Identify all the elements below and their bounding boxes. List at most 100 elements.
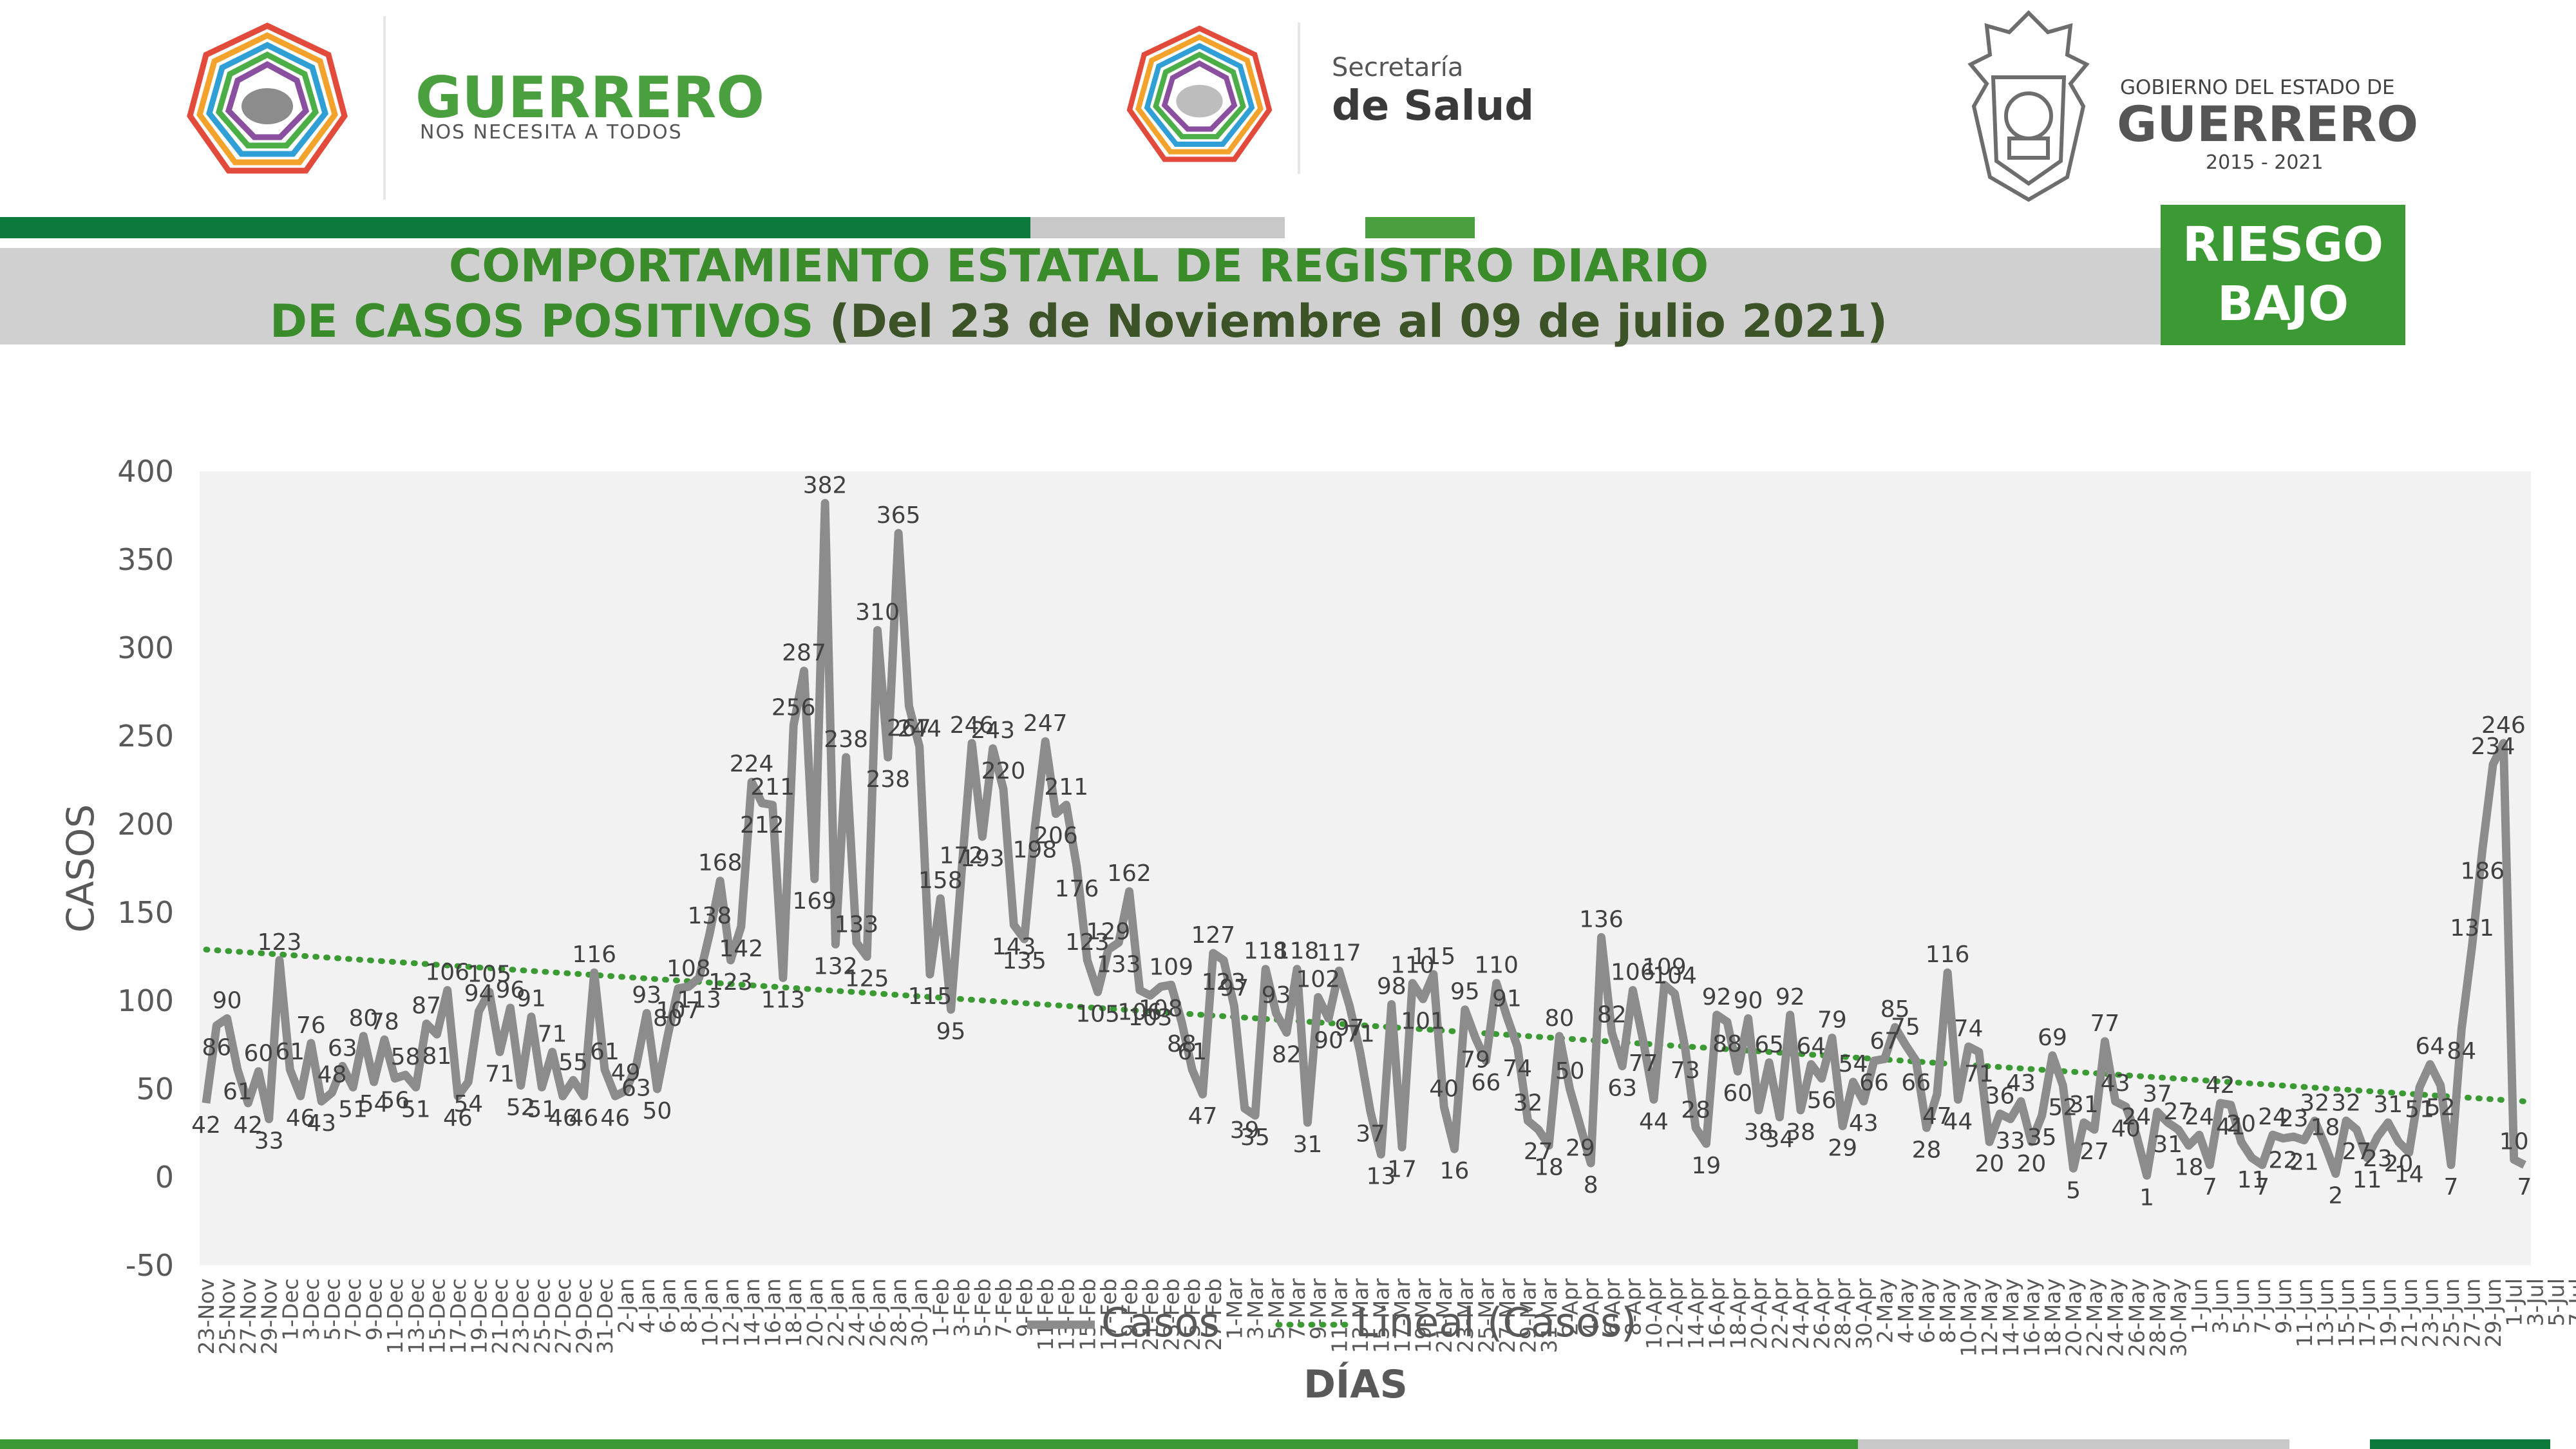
x-tick-label: 1-Dec bbox=[278, 1278, 303, 1341]
data-label: 220 bbox=[981, 758, 1026, 784]
x-tick-label: 17-Dec bbox=[446, 1278, 471, 1354]
data-label: 172 bbox=[939, 843, 983, 869]
data-label: 123 bbox=[1202, 969, 1246, 996]
data-label: 75 bbox=[1891, 1014, 1920, 1041]
x-tick-label: 8-Apr bbox=[1620, 1278, 1645, 1336]
legend-label-lineal: Lineal (Casos) bbox=[1356, 1299, 1636, 1346]
data-label: 14 bbox=[2394, 1162, 2424, 1188]
salud-line2: de Salud bbox=[1332, 82, 1535, 130]
data-label: 198 bbox=[1013, 837, 1057, 863]
data-label: 61 bbox=[590, 1039, 620, 1065]
plot-area bbox=[200, 471, 2531, 1265]
y-tick-label: 150 bbox=[117, 895, 174, 930]
data-label: 5 bbox=[2066, 1177, 2081, 1204]
y-tick-label: 0 bbox=[155, 1160, 174, 1195]
x-tick-label: 19-Jun bbox=[2376, 1278, 2401, 1347]
x-tick-label: 7-Feb bbox=[991, 1278, 1016, 1337]
data-label: 11 bbox=[2353, 1167, 2382, 1193]
x-tick-label: 4-Jan bbox=[634, 1278, 659, 1334]
guerrero-name: GUERRERO bbox=[415, 64, 765, 131]
data-label: 129 bbox=[1086, 919, 1131, 945]
state-coat-of-arms-icon bbox=[1967, 10, 2090, 202]
data-label: 41 bbox=[2216, 1114, 2246, 1141]
data-label: 38 bbox=[1786, 1119, 1815, 1146]
data-label: 44 bbox=[1943, 1108, 1973, 1135]
data-label: 48 bbox=[317, 1061, 347, 1088]
x-tick-label: 18-May bbox=[2040, 1278, 2065, 1357]
x-tick-label: 16-Apr bbox=[1705, 1278, 1730, 1350]
x-tick-label: 22-Apr bbox=[1767, 1278, 1792, 1350]
gobierno-line2: GUERRERO bbox=[2117, 95, 2419, 153]
x-tick-label: 27-Dec bbox=[551, 1278, 576, 1354]
data-label: 115 bbox=[1412, 943, 1456, 970]
x-tick-label: 27-Feb bbox=[1201, 1278, 1226, 1350]
data-label: 142 bbox=[719, 936, 763, 962]
data-label: 85 bbox=[1880, 996, 1910, 1023]
data-label: 28 bbox=[1681, 1097, 1710, 1123]
y-tick-label: -50 bbox=[126, 1248, 174, 1283]
data-label: 105 bbox=[467, 961, 511, 987]
x-tick-label: 17-Mar bbox=[1390, 1278, 1415, 1354]
data-label: 34 bbox=[1765, 1126, 1795, 1153]
data-label: 43 bbox=[1849, 1110, 1879, 1137]
data-label: 110 bbox=[1390, 952, 1435, 979]
data-label: 63 bbox=[621, 1075, 651, 1101]
y-tick-label: 350 bbox=[117, 542, 174, 577]
x-tick-label: 13-Dec bbox=[404, 1278, 429, 1354]
data-label: 35 bbox=[2027, 1124, 2057, 1151]
x-tick-label: 21-Dec bbox=[488, 1278, 513, 1354]
y-tick-label: 250 bbox=[117, 719, 174, 753]
x-tick-label: 26-May bbox=[2124, 1278, 2149, 1357]
x-tick-label: 20-Jan bbox=[802, 1278, 828, 1347]
data-label: 123 bbox=[258, 929, 302, 956]
data-label: 110 bbox=[1474, 952, 1519, 979]
x-tick-label: 12-Jan bbox=[718, 1278, 743, 1347]
data-label: 107 bbox=[656, 998, 701, 1024]
data-label: 17 bbox=[1387, 1156, 1417, 1182]
x-tick-label: 9-Mar bbox=[1306, 1278, 1331, 1340]
x-tick-label: 13-Jun bbox=[2313, 1278, 2338, 1347]
data-label: 40 bbox=[1429, 1075, 1459, 1102]
data-label: 186 bbox=[2460, 858, 2505, 884]
salud-emblem-icon bbox=[1126, 25, 1273, 162]
data-label: 16 bbox=[1440, 1158, 1470, 1184]
x-tick-label: 5-Jun bbox=[2229, 1278, 2254, 1334]
x-tick-label: 26-Jan bbox=[866, 1278, 891, 1347]
data-label: 18 bbox=[2311, 1115, 2340, 1141]
data-label: 87 bbox=[412, 993, 441, 1019]
x-tick-label: 24-Apr bbox=[1788, 1278, 1814, 1350]
data-label: 168 bbox=[698, 850, 743, 876]
x-tick-label: 12-Apr bbox=[1663, 1278, 1688, 1350]
data-label: 18 bbox=[2174, 1155, 2204, 1181]
data-label: 101 bbox=[1401, 1008, 1445, 1034]
data-label: 28 bbox=[1912, 1137, 1942, 1163]
x-tick-label: 1-Mar bbox=[1222, 1278, 1247, 1340]
x-tick-label: 15-Mar bbox=[1368, 1278, 1394, 1354]
x-tick-label: 7-Mar bbox=[1285, 1278, 1310, 1340]
data-label: 96 bbox=[495, 977, 525, 1003]
footer-bar-gray bbox=[1858, 1439, 2289, 1449]
data-label: 13 bbox=[1367, 1163, 1396, 1189]
data-label: 52 bbox=[2048, 1095, 2078, 1121]
data-label: 61 bbox=[1177, 1039, 1207, 1065]
x-tick-label: 24-Jan bbox=[844, 1278, 869, 1347]
data-label: 7 bbox=[2202, 1174, 2217, 1200]
x-tick-label: 4-May bbox=[1893, 1278, 1918, 1343]
header-bar-gray bbox=[1030, 217, 1285, 238]
data-label: 138 bbox=[688, 903, 732, 929]
cases-line bbox=[202, 498, 2526, 1180]
data-label: 22 bbox=[2268, 1148, 2298, 1174]
data-label: 37 bbox=[2143, 1081, 2172, 1108]
data-label: 56 bbox=[1807, 1088, 1837, 1114]
x-tick-label: 19-Feb bbox=[1117, 1278, 1142, 1350]
x-tick-label: 14-Jan bbox=[739, 1278, 764, 1347]
data-label: 92 bbox=[1702, 984, 1732, 1010]
data-label: 20 bbox=[2384, 1151, 2414, 1177]
x-tick-label: 10-May bbox=[1956, 1278, 1982, 1357]
data-label: 32 bbox=[2300, 1090, 2329, 1116]
x-tick-label: 2-May bbox=[1872, 1278, 1897, 1343]
x-tick-label: 29-Jun bbox=[2481, 1278, 2506, 1347]
data-label: 118 bbox=[1275, 938, 1320, 965]
data-label: 61 bbox=[223, 1079, 252, 1105]
data-label: 40 bbox=[2111, 1115, 2141, 1142]
